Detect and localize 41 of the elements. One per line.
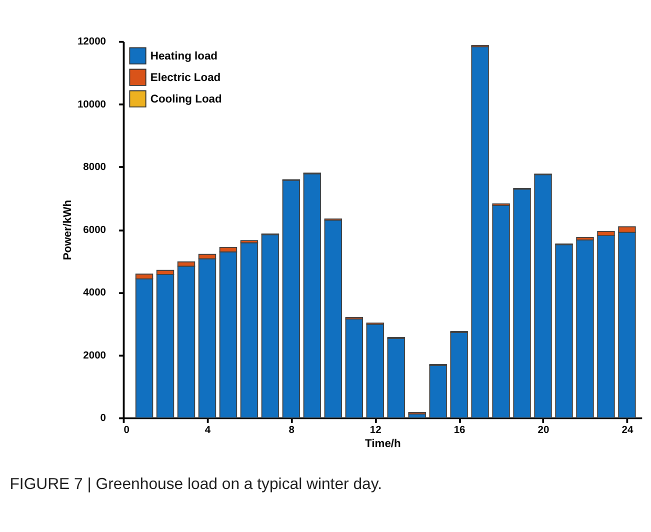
bar (450, 332, 468, 418)
y-tick-label: 6000 (83, 224, 106, 236)
bar (219, 251, 238, 418)
caption: FIGURE 7 | Greenhouse load on a typical winter day. (10, 476, 382, 493)
bar (177, 266, 196, 418)
y-tick-label: 12000 (77, 36, 106, 48)
x-tick-label: 24 (622, 425, 634, 436)
bar (471, 46, 489, 418)
bar (198, 258, 216, 418)
bar (576, 239, 594, 418)
y-tick-label: 4000 (83, 288, 106, 299)
x-tick-label: 4 (204, 425, 211, 436)
bar (324, 220, 342, 418)
y-tick-label: 2000 (83, 350, 106, 362)
bar (345, 318, 364, 418)
legend-label: Heating load (150, 50, 218, 63)
bar (513, 188, 531, 418)
bar (261, 234, 280, 418)
x-tick-label: 16 (454, 425, 466, 436)
bar (429, 364, 447, 418)
y-tick-label: 10000 (77, 99, 106, 110)
y-tick-label: 0 (100, 413, 106, 424)
x-tick-label: 20 (538, 425, 550, 436)
bar (555, 244, 573, 418)
bar (597, 235, 615, 418)
y-tick-label: 8000 (83, 162, 106, 174)
bar (366, 324, 384, 418)
legend-label: Electric Load (150, 72, 221, 84)
bar (534, 174, 552, 418)
bar (240, 242, 258, 418)
bar (303, 173, 322, 418)
x-axis-title: Time/h (365, 438, 402, 450)
bar (492, 204, 510, 418)
x-tick-label: 8 (288, 425, 295, 436)
legend-label: Cooling Load (150, 94, 222, 106)
bar (387, 338, 405, 418)
y-axis-title: Power/kWh (62, 200, 74, 260)
bar (156, 274, 174, 418)
x-tick-label: 0 (124, 425, 130, 436)
bar (282, 180, 300, 418)
x-tick-label: 12 (370, 425, 382, 436)
